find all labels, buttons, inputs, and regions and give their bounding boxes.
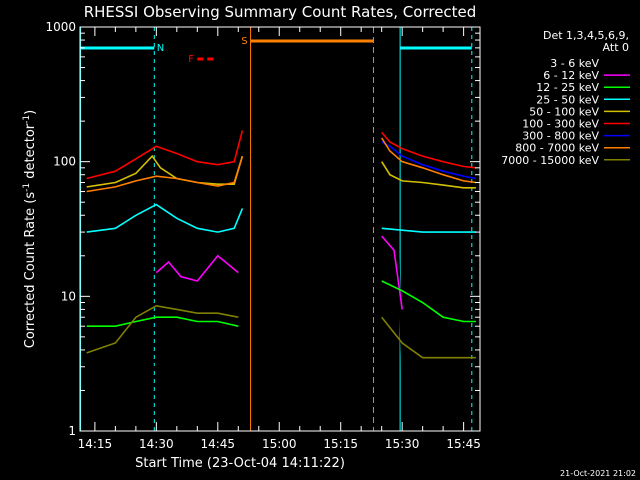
series-line-300-800-kev — [381, 141, 477, 180]
night-flag-label: N — [157, 43, 164, 54]
y-axis-ticks: 1 10 100 1000 — [45, 20, 480, 438]
series-line-100-300-kev — [86, 130, 244, 180]
series-line-7000-15000-kev — [86, 304, 239, 354]
x-axis-ticks: 14:15 14:30 14:45 15:00 15:15 15:30 15:45 — [78, 27, 481, 451]
legend-subtitle: Att 0 — [603, 41, 629, 54]
y-tick-label: 1 — [68, 424, 76, 438]
series-line-50-100-kev — [381, 161, 476, 189]
y-tick-label: 10 — [61, 289, 76, 303]
series-line-25-50-kev — [381, 227, 476, 233]
legend-label: 25 - 50 keV — [536, 93, 599, 106]
legend-label: 6 - 12 keV — [543, 69, 599, 82]
timestamp: 21-Oct-2021 21:02 — [560, 469, 636, 478]
x-tick-label: 15:45 — [446, 437, 481, 451]
y-axis-label: Corrected Count Rate (s-1 detector-1) — [22, 110, 38, 348]
series-line-100-300-kev — [381, 131, 476, 169]
series-line-25-50-kev — [86, 203, 244, 233]
legend-title: Det 1,3,4,5,6,9, — [543, 29, 629, 42]
y-tick-label: 100 — [53, 155, 76, 169]
y-tick-label: 1000 — [45, 20, 76, 34]
series-layer — [86, 130, 477, 391]
legend-label: 100 - 300 keV — [522, 118, 599, 131]
legend-label: 800 - 7000 keV — [515, 142, 599, 155]
chart-title: RHESSI Observing Summary Count Rates, Co… — [84, 3, 477, 21]
flag-overlays: N S F — [80, 27, 473, 431]
series-line-800-7000-kev — [381, 137, 477, 184]
legend-label: 50 - 100 keV — [529, 105, 599, 118]
series-line-50-100-kev — [86, 154, 244, 188]
flare-flag-label: F — [188, 54, 194, 65]
x-tick-label: 15:00 — [262, 437, 297, 451]
x-tick-label: 14:15 — [78, 437, 113, 451]
legend-label: 300 - 800 keV — [522, 130, 599, 143]
saa-flag-label: S — [241, 36, 247, 47]
series-line-12-25-kev — [381, 280, 476, 323]
series-line-12-25-kev — [86, 316, 239, 328]
legend-label: 7000 - 15000 keV — [501, 154, 599, 167]
series-line-800-7000-kev — [86, 155, 244, 193]
legend-label: 12 - 25 keV — [536, 81, 599, 94]
series-line-7000-15000-kev — [381, 316, 476, 359]
x-tick-label: 14:30 — [139, 437, 174, 451]
x-tick-label: 15:30 — [385, 437, 420, 451]
x-tick-label: 14:45 — [200, 437, 235, 451]
legend-label: 3 - 6 keV — [550, 57, 599, 70]
x-tick-label: 15:15 — [323, 437, 358, 451]
series-line-6-12-kev — [155, 254, 239, 282]
x-axis-label: Start Time (23-Oct-04 14:11:22) — [135, 456, 345, 471]
plot-frame — [79, 26, 481, 432]
